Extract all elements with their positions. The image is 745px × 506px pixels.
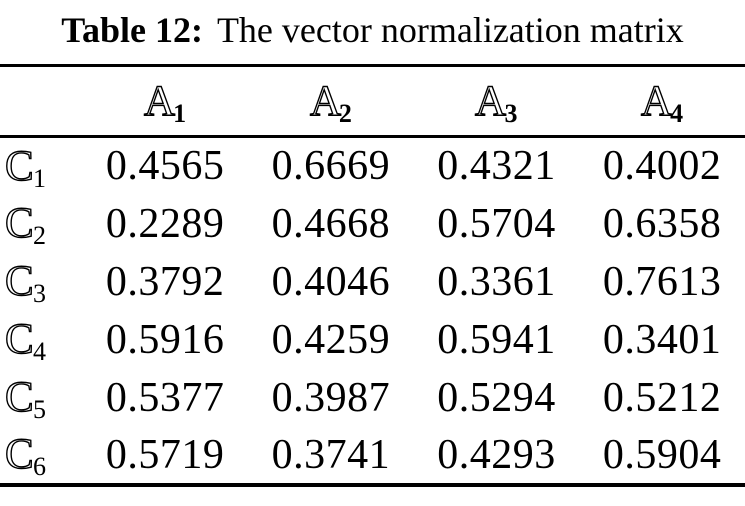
svg-text:A: A [475,78,506,125]
value-cell: 0.3741 [271,431,391,478]
table-caption: Table 12: The vector normalization matrix [0,0,745,56]
blackboard-A-icon: A [475,77,507,125]
value-cell: 0.3987 [271,374,391,421]
value-cell: 0.4002 [602,143,722,190]
value-cell: 0.3361 [437,258,556,305]
corner-cell [0,66,82,137]
svg-text:C: C [5,200,34,247]
svg-text:C: C [5,258,34,305]
value-cell: 0.4321 [437,143,556,190]
value-cell: 0.5719 [105,431,225,478]
value-cell: 0.4259 [271,316,391,363]
value-cell: 0.4565 [105,143,225,190]
blackboard-C-icon: C [4,142,34,190]
value-cell: 0.5377 [105,374,225,421]
value-cell: 0.6669 [271,143,391,190]
blackboard-C-icon: C [4,199,34,247]
value-cell: 0.7613 [602,258,722,305]
value-cell: 0.5704 [437,200,556,247]
svg-text:C: C [5,316,34,363]
svg-text:C: C [5,143,34,190]
value-cell: 0.3792 [105,258,225,305]
value-cell: 0.5212 [602,374,722,421]
blackboard-C-icon: C [4,315,34,363]
table-caption-text: The vector normalization matrix [216,10,684,50]
svg-text:A: A [144,78,175,125]
value-cell: 0.6358 [602,200,722,247]
value-cell: 0.5294 [437,374,556,421]
svg-text:A: A [641,78,672,125]
value-cell: 0.4046 [271,258,391,305]
svg-text:C: C [5,431,34,478]
svg-text:C: C [5,374,34,421]
blackboard-A-icon: A [309,77,341,125]
blackboard-C-icon: C [4,373,34,421]
value-cell: 0.2289 [105,200,225,247]
svg-text:A: A [310,78,341,125]
blackboard-A-icon: A [143,77,175,125]
value-cell: 0.5941 [437,316,556,363]
value-cell: 0.3401 [602,316,722,363]
blackboard-A-icon: A [640,77,672,125]
value-cell: 0.4293 [437,431,556,478]
blackboard-C-icon: C [4,257,34,305]
blackboard-C-icon: C [4,430,34,478]
table-caption-number: Table 12: [61,10,203,50]
value-cell: 0.5904 [602,431,722,478]
value-cell: 0.5916 [105,316,225,363]
value-cell: 0.4668 [271,200,391,247]
